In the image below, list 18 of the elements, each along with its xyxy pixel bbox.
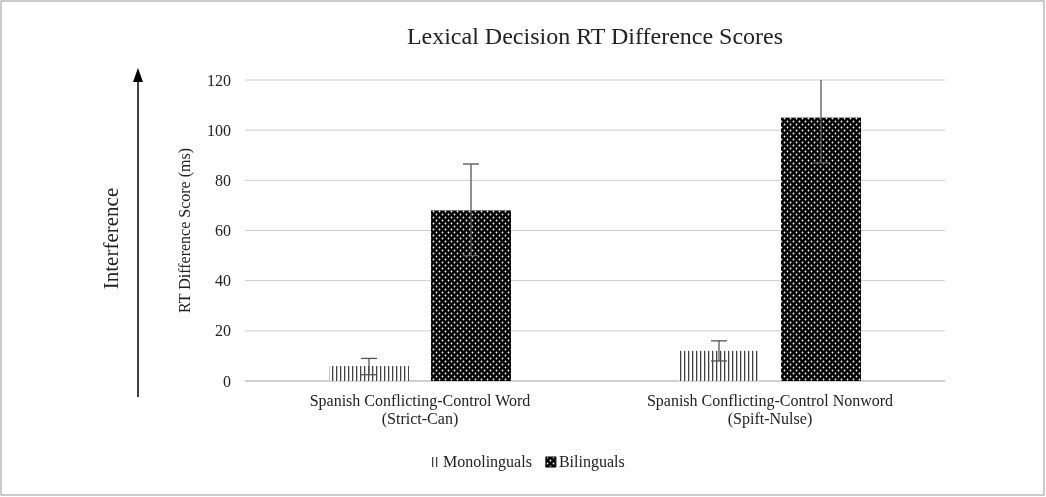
bar xyxy=(679,350,759,381)
legend-label: Bilinguals xyxy=(558,453,625,471)
text: Interference xyxy=(99,187,123,290)
legend-label: Monolinguals xyxy=(443,453,532,471)
chart-title: Lexical Decision RT Difference Scores xyxy=(406,23,784,49)
bar xyxy=(329,365,409,381)
bar xyxy=(431,210,511,381)
y-tick-label: 120 xyxy=(207,71,231,89)
y-tick-label: 40 xyxy=(215,272,231,290)
y-tick-label: 100 xyxy=(207,121,231,139)
y-axis-title: RT Difference Score (ms) xyxy=(176,147,194,314)
y-tick-label: 0 xyxy=(223,372,231,390)
y-tick-label: 60 xyxy=(215,222,231,240)
x-tick-label: Spanish Conflicting-Control Word (Strict-Can) xyxy=(309,392,531,428)
y-tick-label: 80 xyxy=(215,171,231,189)
bar xyxy=(781,117,861,381)
x-tick-label: Spanish Conflicting-Control Nonword (Spift-Nulse) xyxy=(646,392,894,428)
y-tick-label: 20 xyxy=(215,322,231,340)
